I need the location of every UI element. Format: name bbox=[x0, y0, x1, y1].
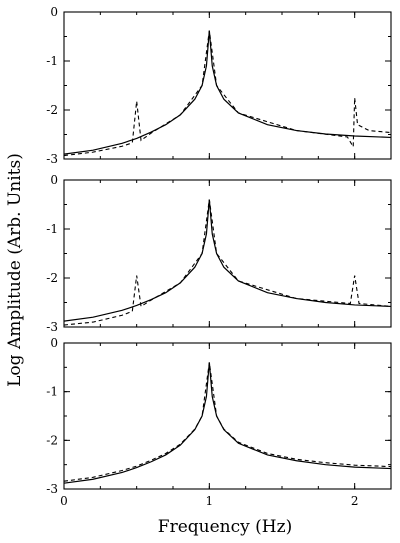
panel-3-ytick-label: -1 bbox=[46, 385, 58, 399]
panel-2-ytick-label: -2 bbox=[46, 271, 58, 285]
x-tick-label: 2 bbox=[351, 494, 359, 508]
x-axis-title: Frequency (Hz) bbox=[158, 517, 292, 537]
panel-3-series-dashed bbox=[63, 362, 392, 482]
panel-1-ytick-label: 0 bbox=[50, 5, 58, 19]
y-axis-title: Log Amplitude (Arb. Units) bbox=[5, 153, 25, 387]
panel-1-ytick-label: -1 bbox=[46, 54, 58, 68]
panel-3-series-solid bbox=[63, 362, 392, 484]
panel-1-frame bbox=[63, 11, 392, 160]
panel-3-frame bbox=[63, 342, 392, 490]
panel-3-ytick-label: -2 bbox=[46, 433, 58, 447]
panel-2-ytick-label: -3 bbox=[46, 320, 58, 334]
panel-2-ytick-label: -1 bbox=[46, 222, 58, 236]
panel-1-ytick-label: -3 bbox=[46, 152, 58, 166]
x-tick-label: 1 bbox=[206, 494, 214, 508]
panel-2-series-solid bbox=[63, 199, 392, 322]
panel-3-ytick-label: 0 bbox=[50, 336, 58, 350]
panel-1-ytick-label: -2 bbox=[46, 103, 58, 117]
panel-2-series-dashed bbox=[63, 199, 392, 326]
panel-2-ytick-label: 0 bbox=[50, 173, 58, 187]
panel-1-series-dashed bbox=[63, 30, 392, 157]
x-tick-label: 0 bbox=[60, 494, 68, 508]
panel-2-frame bbox=[63, 179, 392, 328]
panel-1-series-solid bbox=[63, 30, 392, 155]
panel-3-ytick-label: -3 bbox=[46, 482, 58, 496]
